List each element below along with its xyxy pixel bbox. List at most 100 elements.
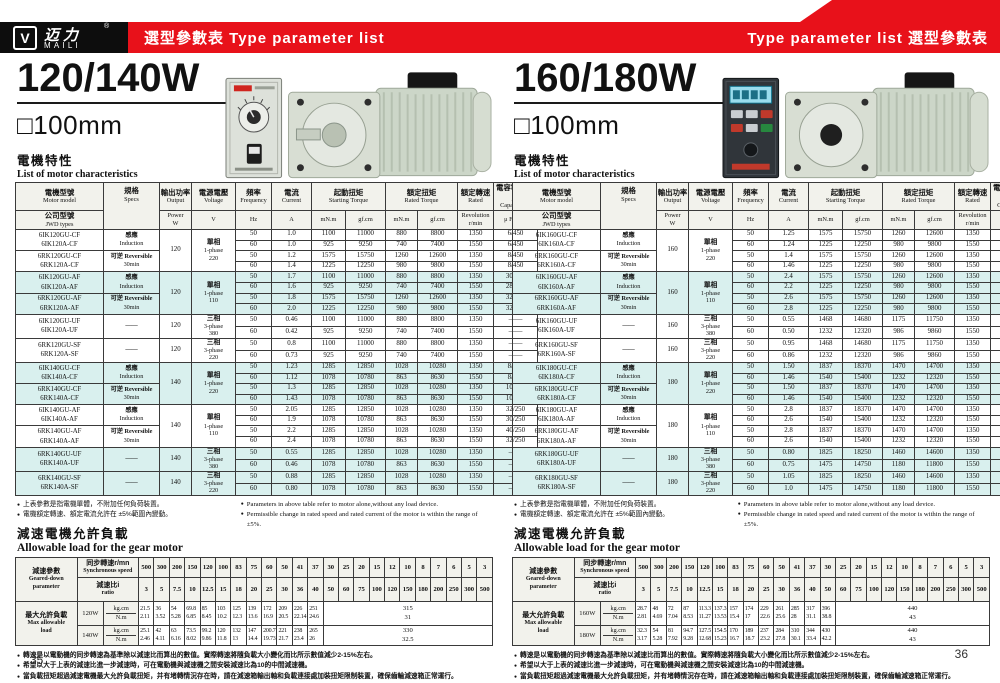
spec-cell: —— [600,446,657,472]
load-value-cell: 42 4.11 [153,624,170,646]
value-cell: 11800 [914,458,955,472]
load-value-cell: 72 7.04 [665,600,683,626]
speed-header-cell: 500 [138,556,155,578]
value-cell: 1540 [808,393,843,406]
value-cell: 50 [235,292,272,305]
value-cell: 1350 [954,361,991,374]
gear-motor-image [288,72,492,179]
ratio-header-cell: 30 [276,576,293,602]
value-cell: 50 [732,250,769,262]
value-cell: 12250 [345,303,386,315]
value-cell: 1540 [808,414,843,427]
motor-table: 電機型號 Motor model 規格 Specs 輸出功率 Output 電源電壓 Volt… [15,181,538,496]
value-cell: —— [990,349,1000,363]
value-cell: —— [990,325,1000,339]
value-cell: 2.2 [768,282,809,294]
motor-notes: ● 上表參數是指電機單體，不附加任何負荷裝置。 ● 電機額定轉速、額定電流允許在 ±5… [514,499,990,528]
power-cell: 140 [159,446,192,472]
value-cell: 1285 [311,383,346,395]
value-cell: 9250 [345,349,386,363]
ratio-header-cell: 50 [322,576,339,602]
value-cell: 1100 [311,337,346,351]
power-cell: 180 [656,446,689,472]
gear-notes-cn: ● 轉速是以電動機的同步轉速為基準除以減速比而算出的數值。實際轉速將隨負載大小變化… [17,651,493,682]
power-cell: 120 [159,229,192,273]
speed-header-cell: 200 [168,556,186,578]
column-header: 輸出功率 Output [656,181,689,212]
value-cell: 12850 [345,383,386,395]
speed-header-cell: 3 [973,556,990,578]
value-cell: 50 [235,337,272,351]
value-cell: 1078 [311,372,346,385]
speed-header-cell: 83 [230,556,247,578]
value-cell: 60 [235,303,272,315]
page-title: 160/180W [514,56,697,100]
column-header: mN.m [882,210,915,231]
model-cell: 6RK120GU-SF 6RK120A-SF [15,337,104,363]
value-cell: 30/250 [990,282,1000,294]
load-value-cell: 94.7 9.28 [681,624,698,646]
page-number-right: 36 [954,647,968,661]
spec-cell: 感應 Induction [103,404,160,427]
value-cell: 1550 [954,260,991,273]
value-cell: 14700 [914,383,955,395]
value-cell: 1225 [808,282,843,294]
value-cell: 14680 [842,337,883,351]
value-cell: 10280 [417,446,458,460]
value-cell: 1.0 [271,229,312,241]
model-cell: 6IK140GU-AF 6IK140A-AF [15,404,104,427]
value-cell: 60 [732,239,769,252]
value-cell: 1.43 [271,393,312,406]
column-header: gf.cm [417,210,458,231]
value-cell: 1100 [311,229,346,241]
note-item: ● 上表參數是指電機單體，不附加任何負荷裝置。 [17,500,164,508]
value-cell: 0.88 [271,470,312,484]
value-cell: 863 [385,414,418,427]
value-cell: 1232 [882,393,915,406]
column-header: 同步轉速r/mn Synchronous speed [573,556,637,578]
ratio-header-cell: 36 [788,576,806,602]
load-value-cell: 317 31.1 [804,600,821,626]
value-cell: 1575 [808,229,843,241]
value-cell: 1.50 [768,383,809,395]
load-value-cell: 21.5 2.11 [138,600,155,626]
product-images-right [722,72,989,179]
value-cell: —— [990,458,1000,472]
speed-header-cell: 7 [430,556,447,578]
ratio-header-cell: 120 [881,576,898,602]
model-cell: 6IK140GU-CF 6IK140A-CF [15,361,104,385]
speed-header-cell: 83 [727,556,744,578]
ratio-header-cell: 150 [896,576,913,602]
value-cell: 1078 [311,436,346,448]
section-heading-cn: 電機特性 [17,154,74,168]
power-cell: 140 [159,404,192,448]
load-value-cell: 284 27.8 [773,624,790,646]
value-cell: 1100 [311,271,346,284]
value-cell: 9250 [345,239,386,252]
column-header: 電機型號 Motor model [512,181,601,212]
voltage-cell: 單相 1-phase 110 [688,271,733,315]
value-cell: 15750 [842,229,883,241]
value-cell: 1350 [954,404,991,416]
note-item: ● 希望以大于上表的減速比進一步減速時，可在電動機與減速機之間安裝減速比為10的中… [514,662,809,670]
column-header: 額定扭矩 Rated Torque [385,181,458,212]
value-cell: 1550 [954,436,991,448]
speed-header-cell: 50 [773,556,790,578]
speed-header-cell: 75 [742,556,760,578]
column-header: 減速參數 Geared-down parameter [512,556,575,602]
value-cell: 14750 [842,458,883,472]
ratio-header-cell: 200 [927,576,944,602]
value-cell: 10780 [345,436,386,448]
speed-header-cell: 120 [696,556,713,578]
unit-cell: kg.cm N.m [600,624,637,646]
value-cell: 863 [385,458,418,472]
model-cell: 6RK180GU-UF 6RK180A-UF [512,446,601,472]
model-cell: 6IK160GU-CF 6IK160A-CF [512,229,601,252]
ratio-header-cell: 150 [399,576,416,602]
note-item: ● 電機額定轉速、額定電流允許在 ±5%範圍內變動。 [17,510,172,518]
ratio-header-cell: 18 [727,576,744,602]
speed-header-cell: 500 [635,556,652,578]
unit-cell: kg.cm N.m [103,600,140,626]
value-cell: 50 [235,229,272,241]
load-value-cell: 120 11.8 [214,624,232,646]
